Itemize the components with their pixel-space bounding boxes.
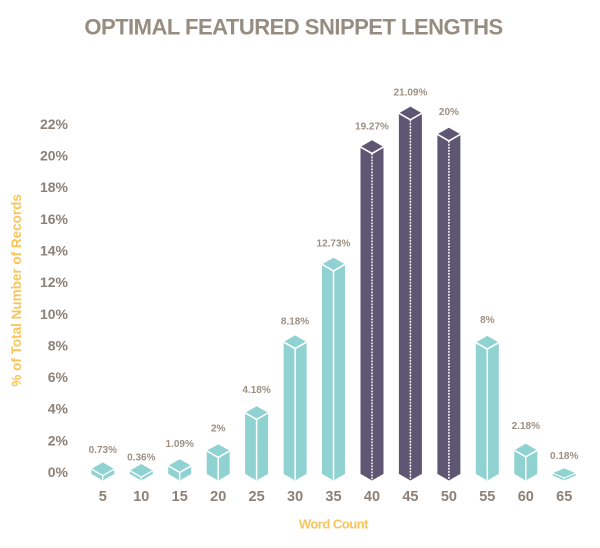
- svg-text:0.18%: 0.18%: [550, 451, 578, 462]
- svg-text:12%: 12%: [40, 274, 69, 290]
- svg-text:40: 40: [364, 489, 380, 505]
- svg-text:% of Total Number of Records: % of Total Number of Records: [9, 194, 24, 387]
- svg-text:30: 30: [287, 489, 303, 505]
- svg-text:18%: 18%: [40, 179, 69, 195]
- svg-text:10%: 10%: [40, 306, 69, 322]
- svg-text:0.36%: 0.36%: [127, 452, 155, 463]
- svg-text:15: 15: [172, 489, 188, 505]
- svg-text:22%: 22%: [40, 116, 69, 132]
- svg-text:35: 35: [325, 489, 341, 505]
- svg-text:2%: 2%: [48, 432, 69, 448]
- svg-text:0.73%: 0.73%: [89, 445, 117, 456]
- svg-text:2%: 2%: [211, 424, 226, 435]
- svg-text:OPTIMAL FEATURED SNIPPET LENGT: OPTIMAL FEATURED SNIPPET LENGTHS: [84, 15, 502, 40]
- svg-text:0%: 0%: [48, 464, 69, 480]
- svg-text:60: 60: [518, 489, 534, 505]
- svg-text:16%: 16%: [40, 211, 69, 227]
- svg-text:50: 50: [441, 489, 457, 505]
- svg-text:20: 20: [210, 489, 226, 505]
- svg-text:8%: 8%: [480, 315, 495, 326]
- svg-text:65: 65: [556, 489, 572, 505]
- svg-text:20%: 20%: [40, 148, 69, 164]
- svg-text:19.27%: 19.27%: [355, 122, 389, 133]
- svg-text:12.73%: 12.73%: [317, 239, 351, 250]
- svg-text:55: 55: [479, 489, 495, 505]
- svg-text:1.09%: 1.09%: [166, 439, 194, 450]
- svg-text:25: 25: [249, 489, 265, 505]
- svg-text:2.18%: 2.18%: [512, 421, 540, 432]
- svg-text:6%: 6%: [48, 369, 69, 385]
- svg-text:5: 5: [99, 489, 107, 505]
- svg-text:20%: 20%: [439, 107, 459, 118]
- svg-text:Word Count: Word Count: [299, 517, 369, 532]
- svg-text:4%: 4%: [48, 401, 69, 417]
- svg-text:10: 10: [133, 489, 149, 505]
- svg-text:8%: 8%: [48, 337, 69, 353]
- svg-text:8.18%: 8.18%: [281, 316, 309, 327]
- svg-text:4.18%: 4.18%: [242, 385, 270, 396]
- svg-text:14%: 14%: [40, 243, 69, 259]
- svg-text:21.09%: 21.09%: [393, 88, 427, 99]
- svg-text:45: 45: [402, 489, 418, 505]
